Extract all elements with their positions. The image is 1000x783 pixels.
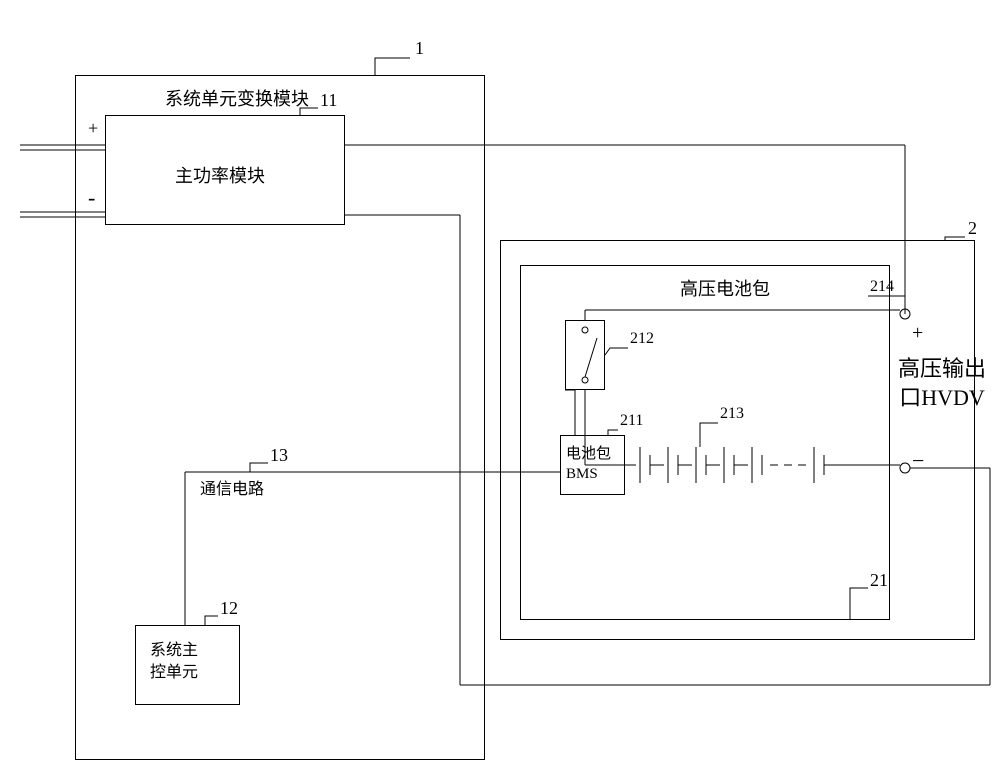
switch-box [565,320,605,390]
power-module-ref: 11 [320,90,337,111]
comm-title: 通信电路 [200,475,264,499]
module1-title: 系统单元变换模块 [165,85,309,111]
hv-output-label: 高压输出 口HVDV [898,355,986,412]
circuit-diagram: 系统单元变换模块 1 主功率模块 11 + - 13 通信电路 系统主 控单元 … [0,0,1000,783]
comm-ref: 13 [270,445,288,466]
bms-ref: 211 [620,412,643,430]
minus-out: − [912,448,924,474]
minus-in: - [88,185,95,211]
module2-ref: 2 [968,218,977,239]
cells-ref: 213 [720,405,744,423]
switch-ref: 212 [630,330,654,348]
hvpack-title: 高压电池包 [680,275,770,301]
terminal-ref: 214 [870,278,894,296]
hvpack-ref: 21 [870,570,888,591]
mcu-title: 系统主 控单元 [150,640,198,685]
power-module-title: 主功率模块 [175,162,265,188]
mcu-ref: 12 [220,598,238,619]
bms-title: 电池包 BMS [566,444,611,485]
plus-in: + [88,118,98,139]
plus-out: + [912,322,923,345]
module1-ref: 1 [415,38,424,59]
